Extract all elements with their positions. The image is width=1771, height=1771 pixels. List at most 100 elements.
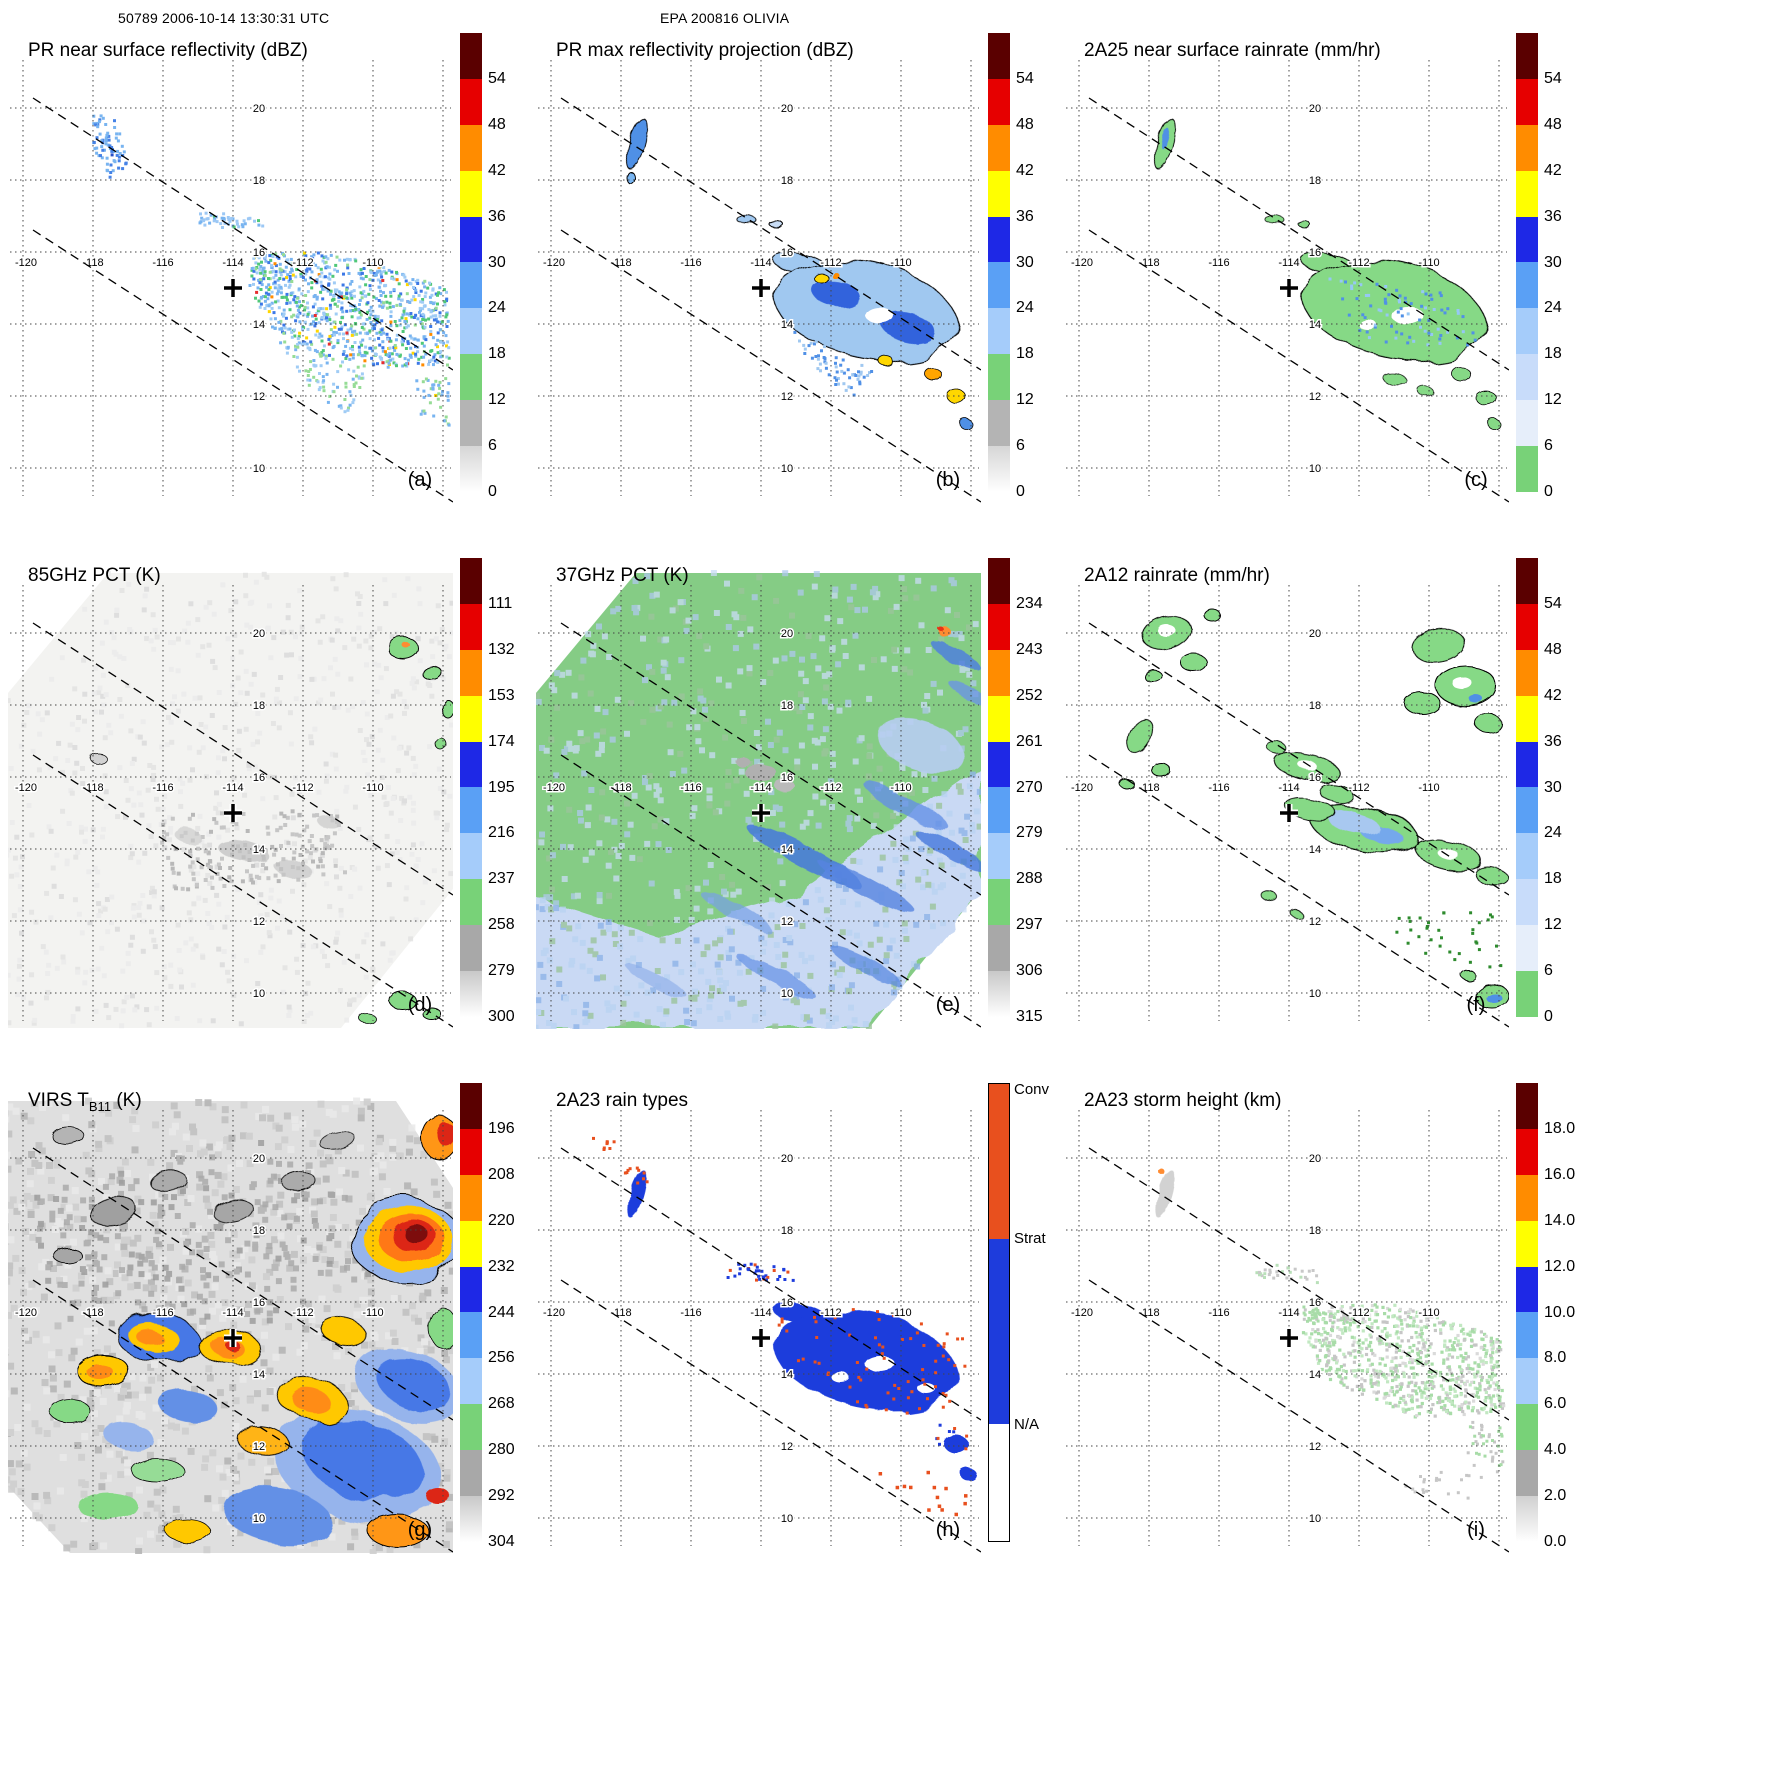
colorbar-tick: 208: [488, 1165, 515, 1183]
colorbar-segment: [1516, 1358, 1538, 1405]
panel-title: 85GHz PCT (K): [28, 565, 161, 586]
colorbar-segment: [460, 741, 482, 788]
panel-f: -120 -118 -116 -114 -112 -110 20 18 16 14 12 10 (f) 2…: [1064, 551, 1592, 1066]
colorbar-tick: 30: [488, 253, 506, 271]
speckle-field: [1404, 1470, 1483, 1500]
data-blob: [421, 665, 443, 681]
lat-label: 16: [781, 247, 793, 259]
colorbar-tick: 30: [1016, 253, 1034, 271]
data-blob: [165, 1519, 211, 1543]
lat-label: 12: [1309, 916, 1321, 928]
panel-title: 2A12 rainrate (mm/hr): [1084, 565, 1270, 586]
data-blob: [359, 1013, 377, 1025]
colorbar-tick: 24: [1016, 299, 1034, 317]
data-blob: [158, 1389, 218, 1423]
speckle-field: [1302, 1305, 1356, 1327]
panel-h: -120 -118 -116 -114 -112 -110 20 18 16 14 12 10 (h) 2…: [536, 1076, 1064, 1591]
lat-label: 12: [253, 1441, 265, 1453]
data-blob: [51, 1126, 85, 1146]
lat-label: 18: [253, 700, 265, 712]
lon-label: -116: [1208, 257, 1229, 269]
colorbar-segment: [1516, 78, 1538, 125]
colorbar-tick: 0: [1544, 483, 1553, 500]
data-blob: [917, 1383, 935, 1393]
colorbar-tick: 243: [1016, 640, 1043, 658]
data-blob: [1161, 128, 1169, 148]
swath-edge-lines: [1088, 1147, 1509, 1553]
lon-label: -112: [1348, 1307, 1369, 1319]
data-blob: [768, 220, 784, 228]
lat-label: 10: [253, 988, 265, 1000]
colorbar-tick: 0: [488, 483, 497, 500]
colorbar-tick: 36: [488, 207, 506, 225]
colorbar-segment: [460, 879, 482, 926]
colorbar-tick: 279: [1016, 824, 1043, 842]
panel-e: -120 -118 -116 -114 -112 -110 20 18 16 14 12 10 (e) 3…: [536, 551, 1064, 1066]
lon-label: -118: [82, 1307, 103, 1319]
lon-label: -114: [222, 1307, 243, 1319]
colorbar-segment: [988, 833, 1010, 880]
colorbar-segment: [988, 695, 1010, 742]
lon-label: -112: [292, 1307, 313, 1319]
colorbar-h: [988, 1083, 1010, 1542]
lat-label: 20: [781, 628, 793, 640]
panel-g: -120 -118 -116 -114 -112 -110 20 18 16 14 12 10 (g) V…: [8, 1076, 536, 1591]
speckle-field: [415, 377, 451, 427]
colorbar-tick: 42: [1016, 161, 1034, 179]
colorbar-segment: [1516, 833, 1538, 880]
colorbar-tick: 12: [1544, 391, 1562, 409]
colorbar-segment: [1516, 400, 1538, 447]
colorbar-segment: [988, 787, 1010, 834]
colorbar-segment: [988, 741, 1010, 788]
colorbar-tick: 280: [488, 1441, 515, 1459]
lat-label: 14: [1309, 844, 1321, 856]
colorbar-segment-conv: [989, 1084, 1009, 1240]
colorbar-tick: 195: [488, 778, 515, 796]
panel-d: -120 -118 -116 -114 -112 -110 20 18 16 14 12 10 (d) 8…: [8, 551, 536, 1066]
lat-label: 16: [253, 772, 265, 784]
lon-label: -114: [750, 782, 771, 794]
colorbar-segment: [1516, 33, 1538, 79]
lon-label: -116: [1208, 1307, 1229, 1319]
lon-label: -118: [1138, 782, 1159, 794]
colorbar-segment: [460, 603, 482, 650]
lon-label: -114: [1278, 782, 1299, 794]
map-data-layer: [92, 114, 451, 427]
latlon-grid: [10, 1110, 451, 1546]
colorbar-tick: 256: [488, 1349, 515, 1367]
colorbar-f: [1516, 558, 1538, 1017]
speckle-field: [248, 251, 451, 369]
data-blob: [817, 858, 915, 914]
colorbar-segment-na: [989, 1424, 1009, 1541]
map-e: -120 -118 -116 -114 -112 -110 20 18 16 14 12 10 (e) 3…: [536, 565, 981, 1029]
lon-label: -110: [1418, 257, 1439, 269]
data-blob: [877, 717, 965, 775]
colorbar-tick: 48: [1544, 640, 1562, 658]
colorbar-tick: 54: [1016, 69, 1034, 87]
map-f: -120 -118 -116 -114 -112 -110 20 18 16 14 12 10 (f) 2…: [1066, 565, 1509, 1028]
colorbar-tick: 4.0: [1544, 1441, 1567, 1459]
colorbar-tick: 54: [1544, 69, 1562, 87]
map-data-layer: [536, 570, 981, 1029]
colorbar-segment: [988, 354, 1010, 401]
data-blob: [1158, 1168, 1164, 1174]
colorbar-segment: [1516, 262, 1538, 309]
colorbar-segment: [988, 216, 1010, 263]
colorbar-tick: 288: [1016, 870, 1043, 888]
panel-letter: (g): [408, 1519, 432, 1541]
colorbar-segment: [1516, 1404, 1538, 1451]
lat-label: 12: [1309, 1441, 1321, 1453]
colorbar-tick: 18: [488, 345, 506, 363]
panel-title: 37GHz PCT (K): [556, 565, 689, 586]
latlon-grid: [10, 60, 451, 496]
data-blob: [223, 1486, 333, 1546]
data-blob: [944, 1435, 968, 1453]
colorbar-i: [1516, 1083, 1538, 1542]
speckle-field: [878, 1470, 968, 1517]
lon-label: -118: [82, 782, 103, 794]
colorbar-tick: 54: [488, 69, 506, 87]
colorbar-tick: 6.0: [1544, 1395, 1567, 1413]
colorbar-tick: 18: [1544, 870, 1562, 888]
colorbar-tick: 292: [488, 1487, 515, 1505]
data-blob: [937, 626, 943, 630]
